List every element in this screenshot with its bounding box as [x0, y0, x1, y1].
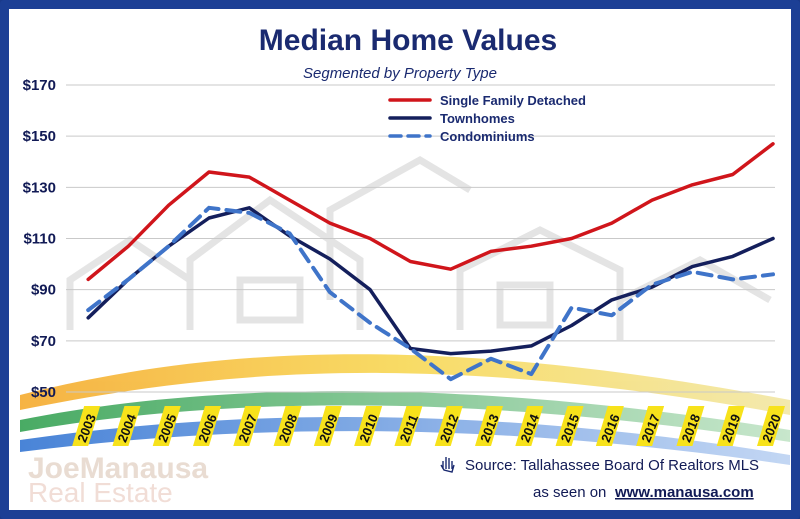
hand-icon: [440, 457, 455, 473]
chart-subtitle: Segmented by Property Type: [303, 65, 497, 82]
y-tick-label: $170: [23, 77, 56, 94]
series-line-single-family-detached: [86, 142, 775, 282]
logo-line-1: JoeManausa: [28, 452, 208, 485]
legend-label: Single Family Detached: [440, 93, 586, 108]
y-axis-ticks: $50 $70 $90 $110 $130 $150 $170: [23, 77, 56, 401]
y-tick-label: $50: [31, 384, 56, 401]
y-tick-label: $70: [31, 333, 56, 350]
gridlines: [66, 84, 775, 393]
source-note: Source: Tallahassee Board Of Realtors ML…: [440, 457, 759, 501]
website-link[interactable]: www.manausa.com: [614, 484, 754, 501]
x-tick-badge: [595, 406, 624, 446]
x-tick-badge: [636, 406, 665, 446]
seen-on-text: as seen on: [533, 484, 606, 501]
chart-title: Median Home Values: [259, 24, 557, 57]
x-tick-badge: [193, 406, 222, 446]
x-tick-badge: [555, 406, 584, 446]
x-tick-badge: [676, 406, 705, 446]
y-tick-label: $150: [23, 128, 56, 145]
source-text: Source: Tallahassee Board Of Realtors ML…: [465, 457, 759, 474]
brand-logo: JoeManausa Real Estate: [28, 452, 208, 508]
series-lines: [86, 142, 775, 382]
x-tick-badge: [756, 406, 785, 446]
logo-line-2: Real Estate: [28, 477, 173, 508]
x-tick-badge: [434, 406, 463, 446]
x-tick-badge: [313, 406, 342, 446]
x-tick-badge: [72, 406, 101, 446]
y-tick-label: $90: [31, 282, 56, 299]
series-line-condominiums: [86, 205, 775, 382]
legend-label: Townhomes: [440, 111, 515, 126]
x-tick-badge: [474, 406, 503, 446]
line-chart: Median Home Values Segmented by Property…: [20, 24, 790, 508]
x-tick-badge: [515, 406, 544, 446]
x-tick-badge: [716, 406, 745, 446]
x-tick-badge: [394, 406, 423, 446]
y-tick-label: $130: [23, 179, 56, 196]
legend-label: Condominiums: [440, 129, 535, 144]
x-tick-badge: [152, 406, 181, 446]
x-tick-badge: [354, 406, 383, 446]
y-tick-label: $110: [23, 231, 56, 248]
x-tick-badge: [112, 406, 141, 446]
x-tick-badge: [233, 406, 262, 446]
legend: Single Family Detached Townhomes Condomini…: [388, 93, 586, 144]
x-tick-badge: [273, 406, 302, 446]
